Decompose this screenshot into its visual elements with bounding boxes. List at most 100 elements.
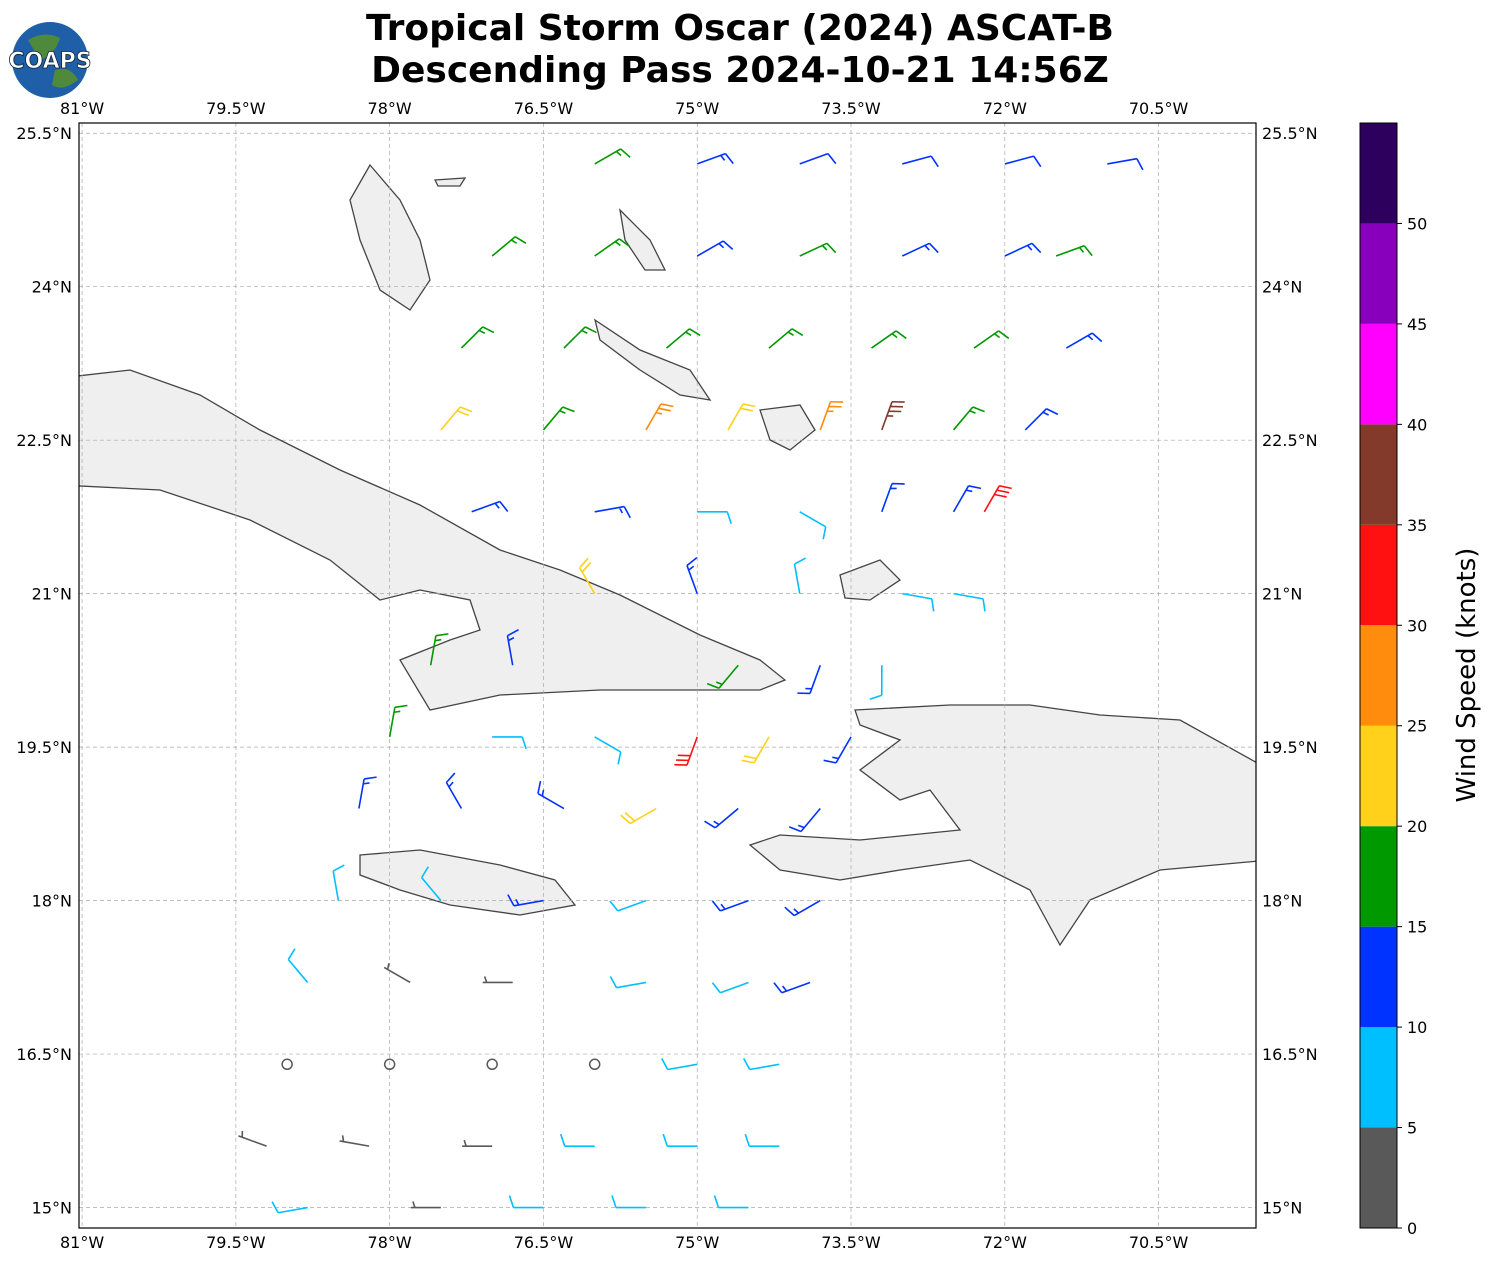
wind-barb	[902, 155, 939, 168]
colorbar-segment	[1360, 223, 1397, 324]
wind-barb	[773, 981, 811, 994]
wind-barb	[660, 1057, 698, 1071]
wind-barb	[358, 776, 377, 809]
wind-barb	[742, 1057, 780, 1071]
wind-barb	[440, 406, 473, 431]
wind-barb	[662, 1133, 698, 1147]
wind-barb	[537, 780, 565, 810]
y-tick-label: 24°N	[32, 278, 72, 297]
x-tick-label: 70.5°W	[1129, 1233, 1189, 1252]
wind-barb	[952, 485, 982, 513]
colorbar-tick-label: 20	[1407, 817, 1427, 836]
colorbar-tick-label: 10	[1407, 1018, 1427, 1037]
wind-barb	[445, 772, 463, 809]
y-tick-label: 22.5°N	[1262, 431, 1318, 450]
y-tick-label: 19.5°N	[16, 738, 72, 757]
wind-barb	[492, 736, 527, 750]
logo-text: COAPS	[8, 49, 91, 74]
colorbar-tick-label: 40	[1407, 415, 1427, 434]
wind-barb	[620, 807, 657, 825]
wind-barb	[383, 963, 411, 984]
colorbar-segment	[1360, 424, 1397, 525]
colorbar-segment	[1360, 725, 1397, 827]
colorbar: 0 5 10 15 20 25 30 35 40 45 50	[1359, 122, 1427, 1238]
wind-barb	[542, 406, 575, 431]
wind-barb	[507, 894, 544, 907]
wind-barb	[953, 592, 986, 612]
colorbar-segment	[1360, 926, 1397, 1028]
x-tick-label: 79.5°W	[206, 1233, 266, 1252]
wind-barb	[869, 665, 883, 701]
colorbar-tick-label: 35	[1407, 516, 1427, 535]
colorbar-segment	[1360, 323, 1397, 425]
wind-barb	[611, 1195, 646, 1209]
y-tick-label: 18°N	[1262, 892, 1302, 911]
wind-barb	[823, 736, 852, 764]
wind-barb	[674, 736, 698, 766]
wind-barb	[788, 807, 821, 833]
wind-barb	[508, 1195, 544, 1209]
wind-barb	[238, 1130, 267, 1147]
x-tick-label: 70.5°W	[1129, 99, 1189, 118]
wind-barb	[881, 400, 905, 431]
chart-title: Tropical Storm Oscar (2024) ASCAT-B	[366, 8, 1114, 49]
wind-barb	[768, 328, 804, 349]
wind-barb	[506, 628, 519, 666]
wind-barb	[793, 557, 807, 594]
wind-barb	[697, 510, 732, 525]
wind-barb	[1065, 332, 1103, 349]
wind-barb	[686, 556, 698, 594]
calm-barb	[486, 1058, 498, 1071]
wind-barb	[744, 1133, 780, 1147]
wind-barb	[696, 240, 734, 257]
wind-barb	[594, 736, 622, 765]
logo-land	[28, 34, 78, 88]
x-tick-label: 78°W	[368, 1233, 412, 1252]
x-tick-label: 72°W	[983, 99, 1027, 118]
y-tick-label: 24°N	[1262, 278, 1302, 297]
y-tick-label: 21°N	[32, 585, 72, 604]
chart-subtitle: Descending Pass 2024-10-21 14:56Z	[371, 50, 1109, 91]
colorbar-label: Wind Speed (knots)	[1452, 548, 1482, 803]
wind-barb	[1107, 157, 1144, 171]
colorbar-segment	[1360, 524, 1397, 626]
x-tick-label: 73.5°W	[821, 99, 881, 118]
y-tick-label: 25.5°N	[1262, 124, 1318, 143]
wind-barb	[901, 242, 939, 257]
wind-barb	[332, 864, 345, 901]
wind-barb	[429, 633, 449, 666]
y-tick-label: 22.5°N	[16, 431, 72, 450]
wind-barb	[797, 664, 822, 695]
hispaniola	[748, 704, 1256, 947]
wind-barb	[983, 485, 1012, 513]
wind-barb	[482, 976, 513, 984]
cuba	[79, 369, 787, 711]
colorbar-segment	[1360, 625, 1397, 726]
wind-barb	[902, 592, 935, 612]
wind-barb	[784, 899, 821, 917]
wind-barb	[420, 866, 442, 902]
wind-barb	[727, 403, 756, 431]
colorbar-segment	[1360, 123, 1397, 224]
x-tick-label: 78°W	[368, 99, 412, 118]
wind-barb	[491, 236, 527, 257]
y-tick-label: 16.5°N	[1262, 1045, 1318, 1064]
wind-barb	[799, 242, 837, 257]
y-tick-label: 16.5°N	[16, 1045, 72, 1064]
wind-barb	[1004, 242, 1042, 257]
wind-barb	[287, 948, 309, 983]
wind-barb	[563, 326, 597, 349]
x-tick-label: 75°W	[675, 1233, 719, 1252]
wind-barb	[973, 330, 1010, 349]
wind-barb	[799, 152, 837, 165]
y-tick-label: 15°N	[1262, 1199, 1302, 1218]
y-tick-label: 25.5°N	[16, 124, 72, 143]
wind-barb	[410, 1201, 441, 1209]
wind-barb	[871, 330, 907, 349]
wind-barb	[741, 736, 770, 764]
wind-barb	[609, 976, 647, 989]
x-tick-label: 73.5°W	[821, 1233, 881, 1252]
x-tick-label: 79.5°W	[206, 99, 266, 118]
map-frame	[78, 122, 1257, 1229]
